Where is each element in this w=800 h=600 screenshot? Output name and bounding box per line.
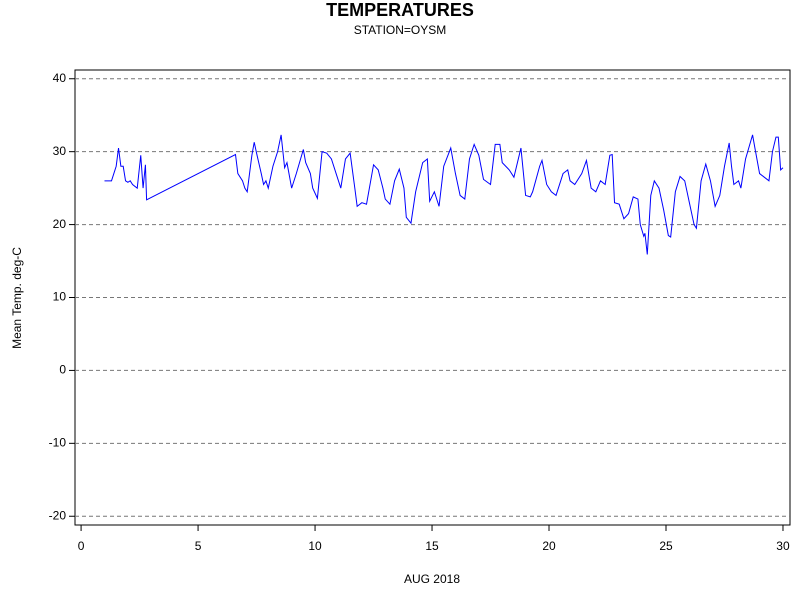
x-tick-label: 5 [195,539,202,553]
x-tick-label: 0 [78,539,85,553]
x-tick-label: 30 [776,539,790,553]
y-tick-label: 0 [59,363,66,377]
y-tick-label: 30 [53,144,67,158]
chart-title: TEMPERATURES [326,0,474,20]
x-tick-label: 10 [308,539,322,553]
x-axis-label: AUG 2018 [404,572,460,586]
y-tick-label: 10 [53,290,67,304]
y-tick-label: 20 [53,217,67,231]
x-tick-label: 20 [542,539,556,553]
data-line [104,134,784,255]
y-tick-label: 40 [53,71,67,85]
x-tick-label: 15 [425,539,439,553]
y-tick-label: -10 [49,436,67,450]
y-axis-label: Mean Temp. deg-C [10,247,24,349]
y-tick-label: -20 [49,508,67,522]
x-tick-label: 25 [659,539,673,553]
chart-subtitle: STATION=OYSM [354,23,447,37]
